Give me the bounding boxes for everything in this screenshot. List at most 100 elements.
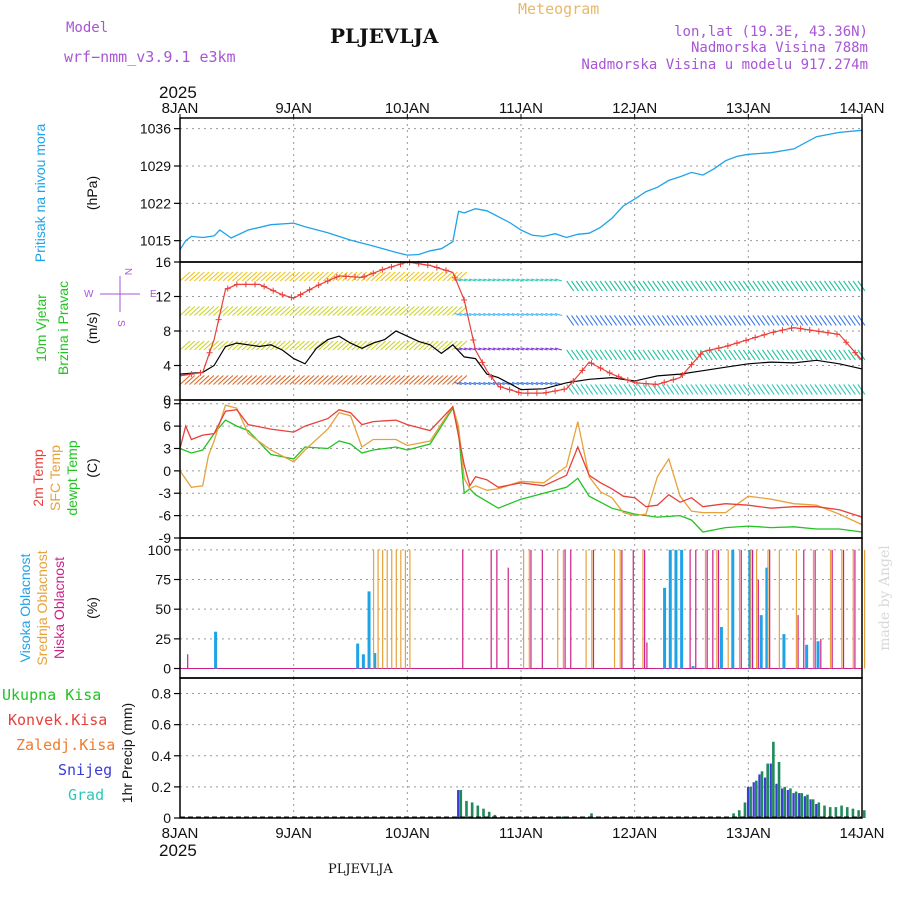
wind-barb <box>365 375 377 385</box>
wind-barb <box>332 375 344 385</box>
wind-barb <box>446 375 458 385</box>
temp-ytick-label: 3 <box>163 440 171 456</box>
wind-barb <box>437 306 449 316</box>
wind-barb <box>680 349 689 361</box>
cloud-bar-high <box>214 631 218 669</box>
wind-barb <box>666 384 675 395</box>
wind-barb <box>404 375 415 385</box>
wind-barb <box>828 384 837 395</box>
wind-barb <box>394 375 406 385</box>
wind-barb <box>217 271 229 282</box>
wind-barb <box>341 375 353 385</box>
precip-ytick-label: 0.4 <box>152 748 172 764</box>
wind-gust-marker <box>515 389 522 396</box>
wind-barb <box>521 278 529 282</box>
wind-barb <box>289 271 301 282</box>
lonlat-label: lon,lat (19.3E, 43.36N) <box>674 24 868 40</box>
wind-barb <box>442 375 453 385</box>
wind-barb <box>451 340 463 351</box>
wind-barb <box>580 349 589 361</box>
wind-barb <box>585 315 594 326</box>
wind-barb <box>483 347 491 351</box>
wind-gust-marker <box>715 345 722 352</box>
wind-barb <box>757 349 766 361</box>
wind-barb <box>454 381 462 386</box>
wind-ytick-label: 8 <box>163 323 171 339</box>
wind-barb <box>785 384 794 395</box>
wind-barb <box>265 375 277 385</box>
precip-bar-total <box>823 805 826 818</box>
wind-barb <box>208 271 220 282</box>
wind-barb <box>656 384 665 395</box>
wind-barb <box>637 315 646 326</box>
wind-gust-marker <box>570 378 577 385</box>
wind-barb <box>217 375 229 385</box>
wind-barb <box>408 306 420 316</box>
wind-barb <box>656 315 665 326</box>
wind-barb <box>695 315 704 326</box>
cloud-bar-mid <box>382 549 384 669</box>
precip-bar-snow <box>457 790 460 818</box>
dewpoint-line <box>179 406 863 533</box>
cloud-bar-low <box>507 567 509 669</box>
wind-barb <box>752 349 761 361</box>
wind-barb <box>507 312 515 317</box>
wind-barb <box>198 306 210 316</box>
wind-barb <box>184 271 196 282</box>
wind-barb <box>502 381 510 386</box>
wind-barb <box>442 271 453 282</box>
wind-barb <box>478 381 486 386</box>
precip-bar-total <box>476 805 480 818</box>
wind-barb <box>284 340 296 351</box>
cloud-bar-mid <box>528 549 530 669</box>
wind-barb <box>742 384 751 395</box>
cloud-bar-mid <box>852 549 854 669</box>
wind-barb <box>473 278 481 282</box>
wind-barb <box>327 306 339 316</box>
wind-barb <box>781 280 789 292</box>
wind-barb <box>549 312 558 317</box>
wind-barb <box>351 306 363 316</box>
wind-barb <box>661 349 670 361</box>
wind-barb <box>289 306 301 316</box>
wind-barb <box>704 280 713 292</box>
top-year-label: 2025 <box>159 83 197 102</box>
wind-barb <box>303 375 315 385</box>
wind-barb <box>738 280 747 292</box>
cloud-bar-mid <box>395 549 397 669</box>
wind-barb <box>375 271 387 282</box>
wind-barb <box>260 271 272 282</box>
wind-barb <box>375 306 387 316</box>
wind-barb <box>828 315 837 326</box>
wind-gust-marker <box>633 379 640 386</box>
wind-barb <box>502 312 510 317</box>
top-time-label: 9JAN <box>275 100 312 117</box>
cloud-bar-mid <box>778 549 780 669</box>
wind-barb <box>454 312 462 317</box>
wind-barb <box>549 347 558 351</box>
wind-barb <box>742 280 751 292</box>
wind-barb <box>526 347 534 351</box>
wind-barb <box>189 340 200 351</box>
top-time-label: 10JAN <box>385 100 430 117</box>
cloud-bar-mid <box>562 549 564 669</box>
cloud-bar-low <box>717 549 720 669</box>
precip-bar-snow <box>809 799 812 818</box>
temp-ytick-label: 0 <box>163 463 171 479</box>
cloud-bar-high <box>731 549 735 669</box>
cloud-bar-mid <box>812 549 815 669</box>
wind-barb <box>795 349 804 361</box>
wind-gust-marker <box>424 262 431 269</box>
wind-barb <box>833 349 842 361</box>
wind-barb <box>308 271 320 282</box>
wind-barb <box>757 315 766 326</box>
wind-barb <box>184 340 196 351</box>
bottom-time-label: 9JAN <box>275 825 312 842</box>
wind-barb <box>516 381 524 386</box>
wind-barb <box>535 312 543 317</box>
wind-barb <box>332 340 344 351</box>
wind-barb <box>284 375 296 385</box>
wind-barb <box>809 315 818 326</box>
wind-barb <box>236 306 248 316</box>
legend-hail: Grad <box>68 786 105 804</box>
